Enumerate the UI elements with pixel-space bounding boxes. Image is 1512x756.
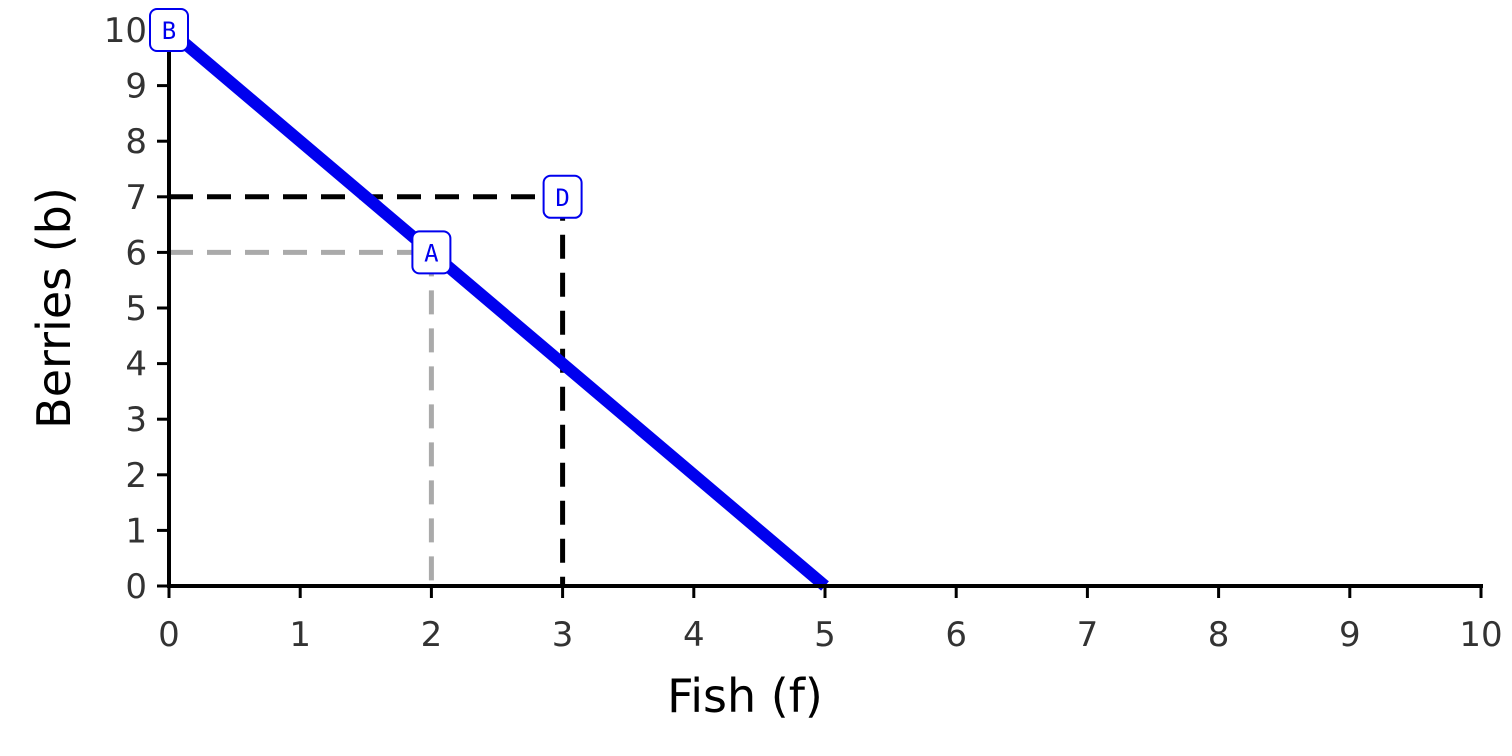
- y-axis-title: Berries (b): [27, 187, 81, 429]
- y-tick-label: 9: [125, 67, 147, 107]
- x-axis-title: Fish (f): [667, 669, 823, 723]
- x-tick-label: 0: [158, 615, 180, 655]
- y-tick-label: 6: [125, 233, 147, 273]
- ppf-line: [165, 25, 829, 591]
- x-tick-label: 4: [683, 615, 705, 655]
- annotation-layer: B A D: [149, 8, 583, 275]
- point-label-box: [149, 8, 189, 52]
- point-label-box: [411, 230, 452, 275]
- point-label-a: A: [411, 230, 452, 275]
- x-tick-label: 2: [421, 615, 443, 655]
- y-tick-label: 10: [104, 11, 147, 51]
- x-tick-label: 1: [289, 615, 311, 655]
- y-tick-label: 7: [125, 178, 147, 218]
- y-tick-label: 4: [125, 345, 147, 385]
- x-tick-label: 7: [1077, 615, 1099, 655]
- y-tick-label: 5: [125, 289, 147, 329]
- point-label-text: D: [555, 184, 569, 212]
- axes: [167, 28, 1483, 588]
- point-label-b: B: [149, 8, 189, 52]
- point-label-text: A: [424, 239, 439, 267]
- x-tick-label: 3: [552, 615, 574, 655]
- point-label-text: B: [162, 17, 176, 45]
- y-tick-label: 1: [125, 511, 147, 551]
- point-label-box: [542, 174, 583, 219]
- series-layer: [165, 25, 829, 591]
- x-tick-label: 8: [1208, 615, 1230, 655]
- tick-layer: 0 1 2 3 4 5 6 7 8 9 10 0 1 2 3 4 5 6 7 8 9 10: [104, 11, 1503, 655]
- y-tick-label: 8: [125, 122, 147, 162]
- x-tick-label: 10: [1459, 615, 1502, 655]
- guide-lines: [169, 194, 566, 586]
- x-tick-label: 9: [1339, 615, 1361, 655]
- y-tick-label: 3: [125, 400, 147, 440]
- y-tick-label: 2: [125, 456, 147, 496]
- y-tick-label: 0: [125, 567, 147, 607]
- point-label-d: D: [542, 174, 583, 219]
- x-tick-label: 6: [945, 615, 967, 655]
- x-tick-label: 5: [814, 615, 836, 655]
